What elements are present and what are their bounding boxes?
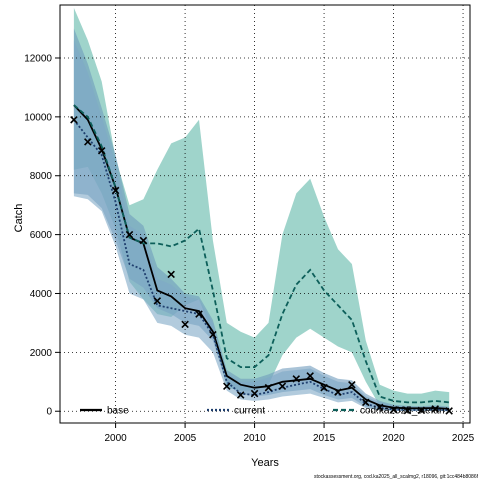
x-tick-label: 2025 xyxy=(452,433,475,444)
observed-point-stroke-b xyxy=(70,116,78,124)
observed-point-stroke-b xyxy=(361,398,370,407)
legend: base current cod.ka2025_stefan xyxy=(80,406,445,417)
observed-point xyxy=(431,405,440,413)
observed-point-stroke-b xyxy=(278,382,287,390)
observed-point xyxy=(417,406,426,415)
observed-point xyxy=(375,403,384,412)
x-tick-label: 2020 xyxy=(382,433,405,444)
observed-point xyxy=(153,297,162,305)
observed-point xyxy=(84,138,92,146)
observed-point-stroke-b xyxy=(181,320,189,329)
x-tick-label: 2005 xyxy=(174,433,197,444)
observed-point-stroke-b xyxy=(417,406,426,415)
observed-point-stroke-b xyxy=(250,389,259,398)
observed-point xyxy=(278,382,287,390)
observed-point xyxy=(70,116,78,124)
observed-point-stroke-b xyxy=(195,310,203,318)
observed-point-stroke-b xyxy=(97,146,106,155)
observed-point xyxy=(361,398,370,407)
series-lines xyxy=(73,104,450,412)
x-axis-title: Years xyxy=(251,457,279,469)
observed-point-stroke-b xyxy=(236,391,245,399)
observed-point xyxy=(223,382,231,390)
y-tick-label: 8000 xyxy=(30,171,53,182)
x-tick-label: 2000 xyxy=(104,433,127,444)
observed-point xyxy=(445,407,453,415)
observed-point-stroke-b xyxy=(389,405,398,414)
observed-point-stroke-b xyxy=(167,270,175,279)
observed-point xyxy=(348,380,356,389)
band-current xyxy=(73,40,450,412)
y-tick-label: 10000 xyxy=(24,112,52,123)
legend-label-base: base xyxy=(107,406,129,417)
observed-markers xyxy=(70,116,453,415)
observed-point-stroke-b xyxy=(111,186,120,195)
legend-label-cod.ka2025_stefan: cod.ka2025_stefan xyxy=(360,406,445,417)
x-tick-label: 2015 xyxy=(313,433,336,444)
axes: 2000 2005 2010 2015 2020 2025 0 2000 4000 6000 800… xyxy=(24,53,474,444)
observed-point-stroke-b xyxy=(264,383,273,392)
line-current xyxy=(73,119,450,412)
observed-point xyxy=(195,310,203,318)
observed-point-stroke-b xyxy=(223,382,231,390)
observed-point-stroke-b xyxy=(320,383,328,392)
y-tick-label: 2000 xyxy=(30,348,53,359)
observed-point-stroke-b xyxy=(445,407,453,415)
y-tick-label: 12000 xyxy=(24,53,52,64)
observed-point xyxy=(306,372,314,380)
band-cod.ka2025_stefan xyxy=(73,7,450,409)
plot-frame xyxy=(59,4,471,424)
y-tick-label: 6000 xyxy=(30,230,53,241)
observed-point-stroke-b xyxy=(306,372,314,380)
observed-point-stroke-b xyxy=(403,406,412,415)
observed-point xyxy=(264,383,273,392)
observed-point-stroke-b xyxy=(139,236,148,245)
observed-point-stroke-b xyxy=(375,403,384,412)
observed-point-stroke-b xyxy=(334,388,342,396)
line-cod.ka2025_stefan xyxy=(73,104,450,404)
y-axis-title: Catch xyxy=(13,204,25,233)
observed-point xyxy=(111,186,120,195)
observed-point-stroke-b xyxy=(125,230,134,239)
observed-point-stroke-b xyxy=(84,138,92,146)
y-tick-label: 0 xyxy=(46,407,52,418)
observed-point xyxy=(125,230,134,239)
observed-point-stroke-b xyxy=(153,297,162,305)
confidence-bands xyxy=(73,7,450,412)
observed-point xyxy=(320,383,328,392)
observed-point xyxy=(292,375,301,383)
y-tick-label: 4000 xyxy=(30,289,53,300)
observed-point xyxy=(236,391,245,399)
observed-point xyxy=(167,270,175,279)
observed-point xyxy=(139,236,148,245)
footer-source: stockassessment.org, cod.ka2025_all_scal… xyxy=(314,474,479,480)
legend-label-current: current xyxy=(234,406,265,417)
observed-point xyxy=(250,389,259,398)
observed-point xyxy=(334,388,342,396)
observed-point-stroke-b xyxy=(348,380,356,389)
observed-point-stroke-b xyxy=(209,330,217,339)
observed-point xyxy=(389,405,398,414)
observed-point-stroke-b xyxy=(292,375,301,383)
observed-point-stroke-b xyxy=(431,405,440,413)
x-tick-label: 2010 xyxy=(243,433,266,444)
observed-point xyxy=(209,330,217,339)
observed-point xyxy=(97,146,106,155)
observed-point xyxy=(403,406,412,415)
observed-point xyxy=(181,320,189,329)
